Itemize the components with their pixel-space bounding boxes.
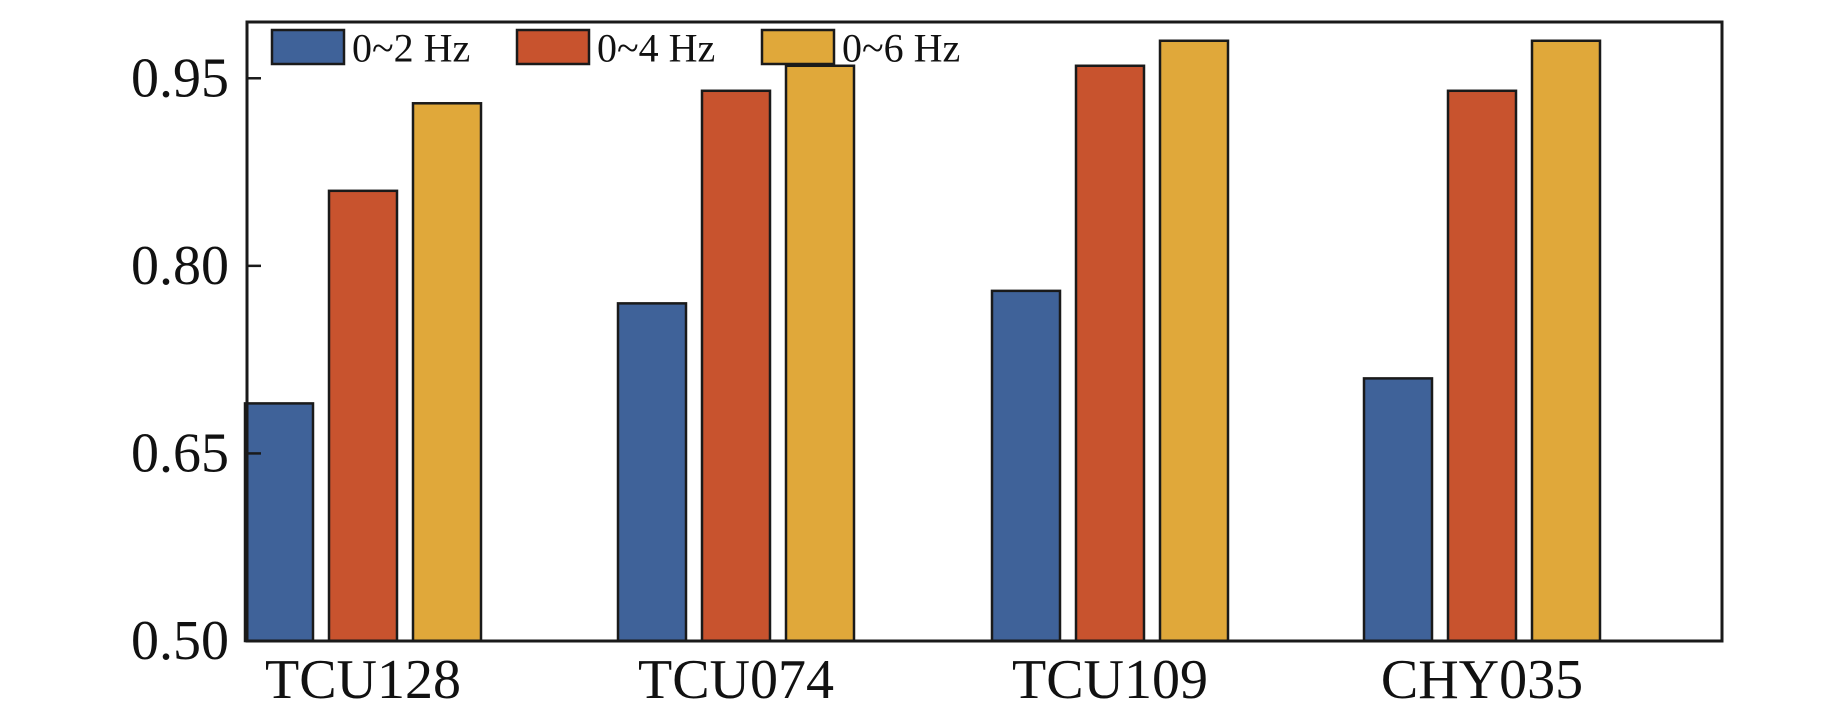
x-tick-label: TCU074 bbox=[638, 649, 834, 709]
bar-tcu128-series-2 bbox=[327, 189, 399, 643]
plot-frame bbox=[245, 20, 1724, 643]
y-tick-label: 0.50 bbox=[131, 610, 229, 672]
y-tick-label: 0.95 bbox=[131, 47, 229, 109]
bar-tcu074-series-1 bbox=[616, 302, 688, 643]
legend-swatch-1 bbox=[270, 28, 346, 66]
x-tick-label: TCU128 bbox=[265, 649, 461, 709]
bar-tcu109-series-1 bbox=[990, 289, 1062, 643]
bar-tcu128-series-1 bbox=[243, 402, 315, 643]
bar-chy035-series-2 bbox=[1446, 89, 1518, 643]
bars-layer bbox=[243, 39, 1602, 643]
legend-label-3: 0~6 Hz bbox=[842, 26, 960, 71]
x-axis: TCU128 TCU074 TCU109 CHY035 bbox=[265, 649, 1583, 711]
y-axis: 0.50 0.65 0.80 0.95 bbox=[131, 47, 261, 672]
bar-tcu128-series-3 bbox=[411, 102, 483, 643]
bar-tcu109-series-2 bbox=[1074, 64, 1146, 643]
y-tick-label: 0.80 bbox=[131, 235, 229, 297]
legend-swatch-3 bbox=[760, 28, 836, 66]
x-tick-label: TCU109 bbox=[1012, 649, 1208, 709]
bar-tcu074-series-2 bbox=[700, 89, 772, 643]
bar-chy035-series-1 bbox=[1362, 377, 1434, 643]
legend-swatch-2 bbox=[515, 28, 591, 66]
x-tick-label: CHY035 bbox=[1381, 649, 1583, 709]
bar-tcu074-series-3 bbox=[784, 64, 856, 643]
legend: 0~2 Hz 0~4 Hz 0~6 Hz bbox=[270, 26, 960, 71]
bar-chy035-series-3 bbox=[1530, 39, 1602, 643]
legend-label-1: 0~2 Hz bbox=[352, 26, 470, 71]
legend-label-2: 0~4 Hz bbox=[597, 26, 715, 71]
bar-tcu109-series-3 bbox=[1158, 39, 1230, 643]
y-tick-label: 0.65 bbox=[131, 422, 229, 484]
